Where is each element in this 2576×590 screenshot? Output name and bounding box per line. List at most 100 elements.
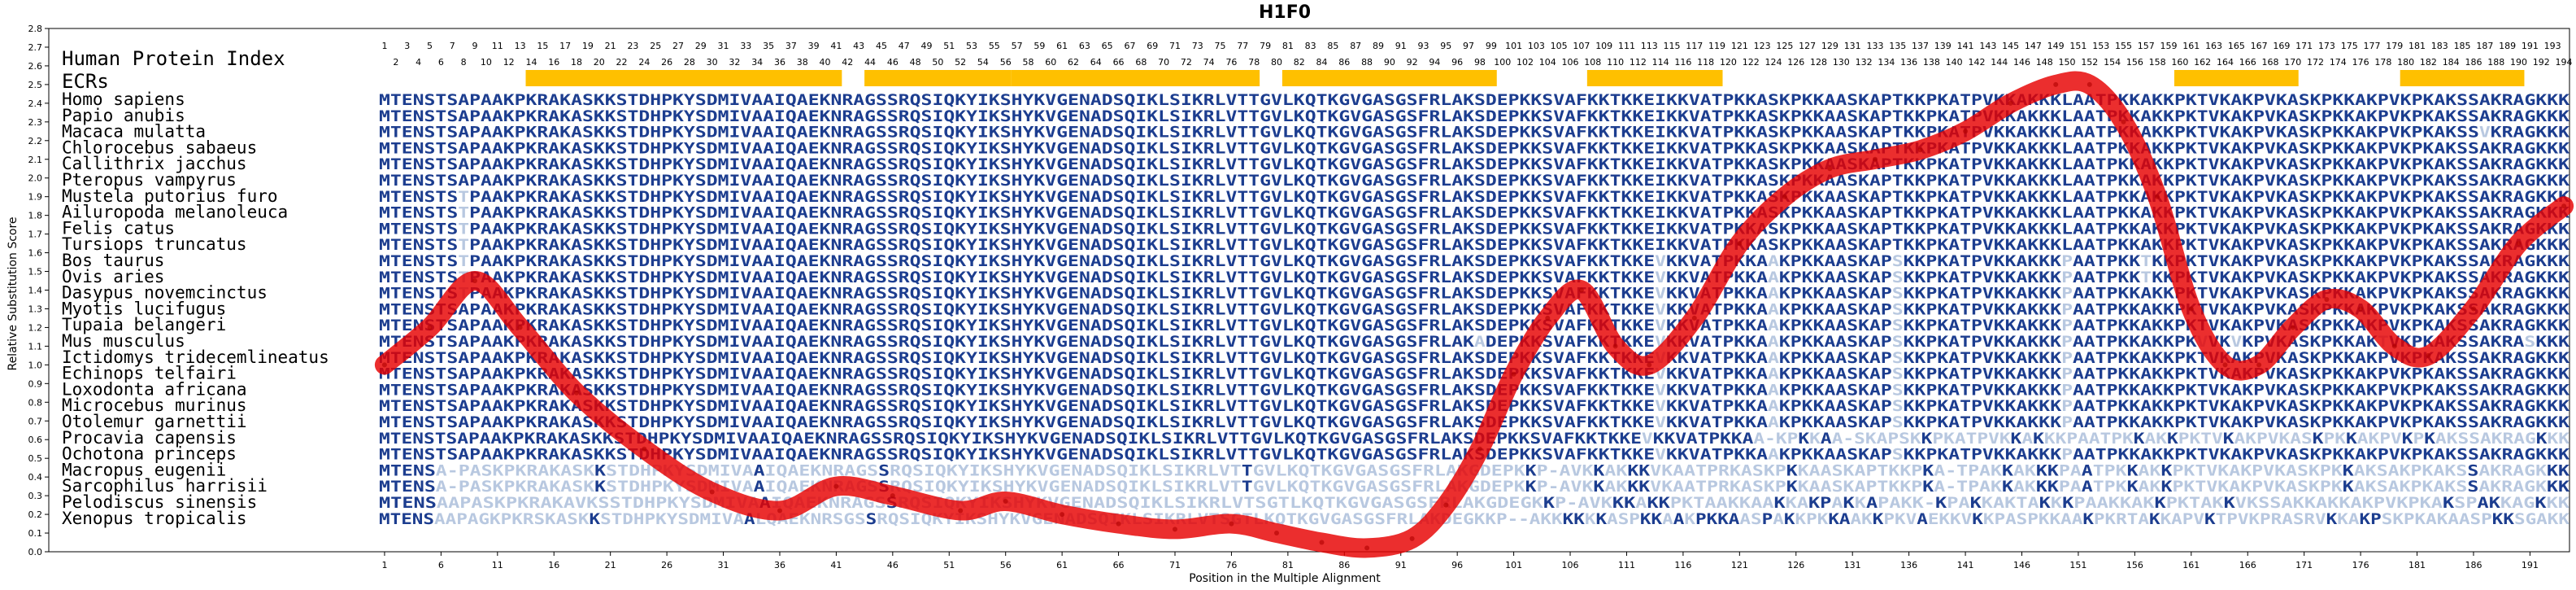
sequence-residues: TPVKPRASRV	[2216, 510, 2326, 528]
sequence-residues: KKVATPKKA	[1666, 413, 1769, 431]
sequence-row: MTENSTSAPAAKPKRAKASKKSTDHPKYSDMIVAAIQAEK…	[379, 139, 2570, 157]
y-tick-label: 2.6	[28, 61, 43, 72]
sequence-residues: PKTVKAKPVKASKPK	[2172, 478, 2343, 496]
sequence-row: MTENSTSAPAAKPKRAKASKKSTDHPKYSDMIVAAIQAEK…	[379, 300, 2570, 318]
x-axis-label: Position in the Multiple Alignment	[1189, 572, 1381, 585]
x-tick-label: 91	[1395, 560, 1407, 570]
sequence-residues: K	[1543, 494, 1556, 512]
series-point	[1116, 521, 1121, 527]
sequence-residues: AATPKKAKKPKTVKAKPVKASKPKKAKPVKPKAKSSAKRA…	[2073, 349, 2570, 367]
species-name: Pteropus vampyrus	[62, 170, 237, 190]
sequence-residues: V	[1655, 381, 1666, 399]
sequence-residues: KPKKAASKAP	[1779, 349, 1892, 367]
protein-index-odd: 181	[2408, 41, 2426, 51]
sequence-residues: V	[1655, 269, 1666, 286]
species-name: Macaca mulatta	[62, 122, 206, 142]
protein-index-odd: 157	[2138, 41, 2155, 51]
sequence-residues: P-AVK	[1537, 461, 1594, 479]
sequence-residues: AATPKKAKKPKTVKAKPVKASKPKKAKPVKPKAKSSAKRA…	[2073, 365, 2570, 383]
sequence-residues: KP	[1808, 494, 1831, 512]
sequence-residues: V	[1655, 300, 1666, 318]
sequence-row: MTENSTS T PAAKPKRAKASKKSTDHPKYSDMIVAAIQAEK…	[379, 220, 2570, 238]
series-point	[2561, 203, 2567, 209]
sequence-residues: AAPAGKPKRSKASK	[434, 510, 590, 528]
protein-index-odd: 125	[1776, 41, 1793, 51]
sequence-residues: AK	[1851, 510, 1873, 528]
protein-index-even: 6	[438, 57, 444, 68]
protein-index-odd: 47	[899, 41, 910, 51]
sequence-residues: KKPKATPVKKAKKK	[1904, 349, 2062, 367]
y-tick-label: 1.8	[28, 211, 43, 221]
sequence-residues: KKK	[2535, 333, 2569, 351]
sequence-residues: P	[2061, 300, 2073, 318]
sequence-residues: RQSIQKYIKSHYKVGENADSQIKLSIKRLVT	[890, 478, 1242, 496]
sequence-residues: PAAKPKRAKASKKSTDHPKYSDMIVAAIQAEKNRAGSSRQ…	[469, 220, 2570, 238]
protein-index-even: 146	[2013, 57, 2030, 68]
sequence-residues: A-TPAK	[1934, 461, 2002, 479]
protein-index-odd: 99	[1486, 41, 1497, 51]
sequence-residues: K	[1922, 478, 1934, 496]
protein-index-even: 10	[481, 57, 492, 68]
protein-index-even: 60	[1045, 57, 1056, 68]
series-point	[472, 278, 477, 283]
protein-index-even: 154	[2104, 57, 2121, 68]
protein-index-odd: 3	[404, 41, 410, 51]
y-tick-label: 2.5	[28, 80, 43, 90]
sequence-residues: K	[1525, 478, 1538, 496]
sequence-residues: MTENS	[379, 494, 437, 512]
protein-index-even: 144	[1991, 57, 2008, 68]
sequence-residues: KK	[1627, 461, 1651, 479]
sequence-residues: KAASKAPTKKP	[1798, 478, 1923, 496]
sequence-residues: AATPKKAKKPKTVKAKPVKASKPKKAKPVKPKAKSSAKRA…	[2073, 446, 2570, 464]
sequence-residues: AATPKK	[2073, 252, 2141, 270]
protein-index-odd: 167	[2251, 41, 2268, 51]
sequence-residues: K	[1809, 430, 1821, 448]
sequence-residues: A	[1768, 300, 1780, 318]
protein-index-even: 138	[1923, 57, 1940, 68]
sequence-residues: PAAKPKRAKASKKSTDHPKYSDMIVAAIQAEKNRAGSSRQ…	[469, 252, 1655, 270]
sequence-residues: S	[1892, 269, 1904, 286]
sequence-residues: K	[1525, 461, 1538, 479]
sequence-residues: S	[1892, 349, 1904, 367]
sequence-row: MTENSTSAPAAKPKRAKASKKSTDHPKYSDMIVAAIQAEK…	[379, 91, 2570, 109]
sequence-residues: MTENSTS	[379, 236, 458, 254]
sequence-residues: A	[1831, 494, 1843, 512]
x-tick-label: 96	[1451, 560, 1463, 570]
series-point	[1827, 166, 1833, 172]
human-protein-index-label: Human Protein Index	[62, 47, 285, 70]
substitution-score-series	[374, 71, 2574, 558]
protein-index-odd: 41	[830, 41, 842, 51]
protein-index-odd: 173	[2318, 41, 2335, 51]
y-tick-label: 0.3	[28, 491, 43, 501]
sequence-residues: AATPKKAKKPKTVKAKPVKASKPKKAKPVKPKAKSSAKRA…	[2073, 413, 2570, 431]
sequence-residues: AATPKKAKKPKTVKAKPVKASKPKKAKPVKPKAKSSAKRA…	[2073, 397, 2570, 415]
protein-index-even: 66	[1113, 57, 1125, 68]
protein-index-odd: 109	[1595, 41, 1612, 51]
sequence-residues: TPK	[2093, 461, 2128, 479]
x-tick-label: 171	[2295, 560, 2313, 570]
sequence-residues: A-PASKPKRAKASK	[436, 461, 595, 479]
protein-index-odd: 11	[492, 41, 503, 51]
y-tick-label: 1.9	[28, 192, 43, 203]
protein-index-odd: 89	[1373, 41, 1384, 51]
sequence-residues: KPKKAASKAP	[1779, 252, 1892, 270]
series-point	[1060, 512, 1065, 518]
ecr-region	[2174, 70, 2299, 86]
protein-index-odd: 91	[1395, 41, 1407, 51]
protein-index-even: 58	[1022, 57, 1033, 68]
x-tick-label: 116	[1674, 560, 1691, 570]
protein-index-odd: 131	[1844, 41, 1861, 51]
sequence-residues: PKTAK	[2166, 494, 2225, 512]
sequence-residues: K	[2224, 494, 2236, 512]
protein-index-odd: 97	[1463, 41, 1474, 51]
sequence-residues: A	[1768, 269, 1780, 286]
series-point	[2290, 325, 2295, 330]
protein-index-even: 186	[2465, 57, 2482, 68]
protein-index-odd: 137	[1912, 41, 1929, 51]
sequence-residues: A	[1768, 446, 1780, 464]
protein-index-even: 176	[2352, 57, 2369, 68]
species-name: Xenopus tropicalis	[62, 509, 247, 528]
sequence-row: MTENSTSAPAAKPKRAKASKKSTDHPKYSDMIVAAIQAEK…	[379, 172, 2570, 190]
sequence-residues: KKPKATPVKKAKKK	[1904, 269, 2062, 286]
series-point	[1963, 129, 1969, 134]
